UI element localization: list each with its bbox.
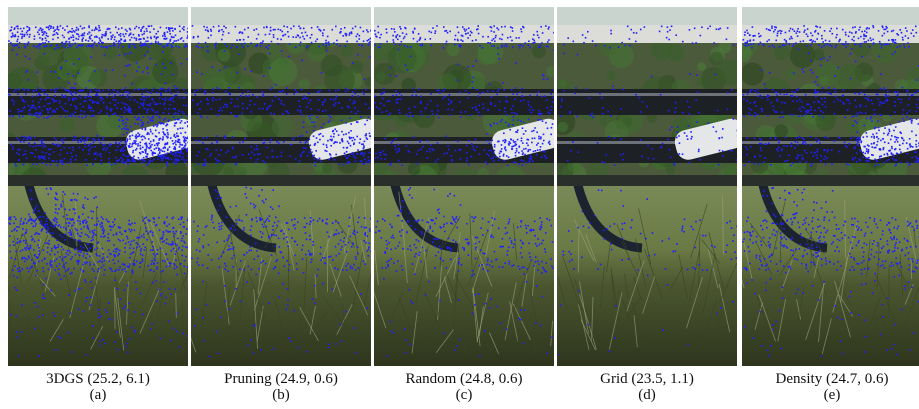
- panel-caption: Density (24.7, 0.6): [775, 371, 889, 387]
- figure-column: Grid (23.5, 1.1) (d): [557, 0, 737, 409]
- bottom-scene-image: [742, 186, 919, 366]
- top-scene-image: [191, 7, 371, 187]
- figure-column: 3DGS (25.2, 6.1) (a): [8, 0, 188, 409]
- bottom-scene-image: [557, 186, 737, 366]
- panel-caption: 3DGS (25.2, 6.1): [46, 371, 150, 387]
- panel-caption: Random (24.8, 0.6): [405, 371, 523, 387]
- figure-column: Random (24.8, 0.6) (c): [374, 0, 554, 409]
- panel-letter: (c): [455, 387, 473, 403]
- panel-letter: (e): [823, 387, 841, 403]
- top-scene-image: [8, 7, 188, 187]
- bottom-scene-image: [8, 186, 188, 366]
- bottom-scene-image: [374, 186, 554, 366]
- panel-letter: (b): [272, 387, 290, 403]
- figure-column: Pruning (24.9, 0.6) (b): [191, 0, 371, 409]
- bottom-scene-image: [191, 186, 371, 366]
- top-scene-image: [557, 7, 737, 187]
- panel-caption: Pruning (24.9, 0.6): [224, 371, 338, 387]
- panel-letter: (d): [638, 387, 656, 403]
- top-scene-image: [742, 7, 919, 187]
- panel-letter: (a): [89, 387, 107, 403]
- figure-column: Density (24.7, 0.6) (e): [742, 0, 919, 409]
- top-scene-image: [374, 7, 554, 187]
- panel-caption: Grid (23.5, 1.1): [600, 371, 694, 387]
